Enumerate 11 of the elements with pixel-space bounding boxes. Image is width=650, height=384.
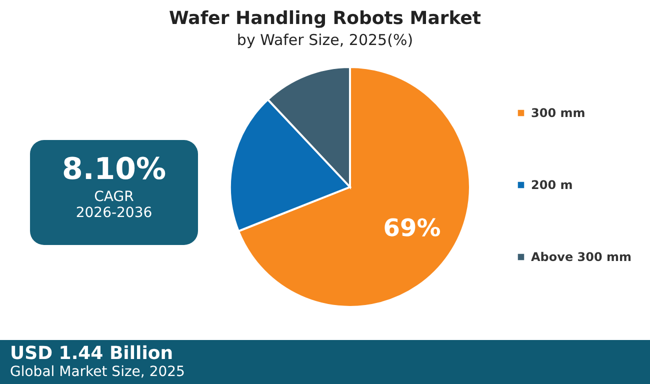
text: CAGR [93,189,135,205]
text: 8.10% [60,152,168,187]
legend-label: 300 mm [531,106,586,120]
legend-label: 200 m [531,178,573,192]
text: 2026-2036 [74,205,154,221]
legend-label: Above 300 mm [531,250,632,264]
chart-subtitle: by Wafer Size, 2025(%) [236,31,414,49]
chart-title: Wafer Handling Robots Market [168,8,482,29]
data-label: 69% [383,214,441,242]
text: Global Market Size, 2025 [10,364,185,380]
text: USD 1.44 Billion [10,343,174,364]
